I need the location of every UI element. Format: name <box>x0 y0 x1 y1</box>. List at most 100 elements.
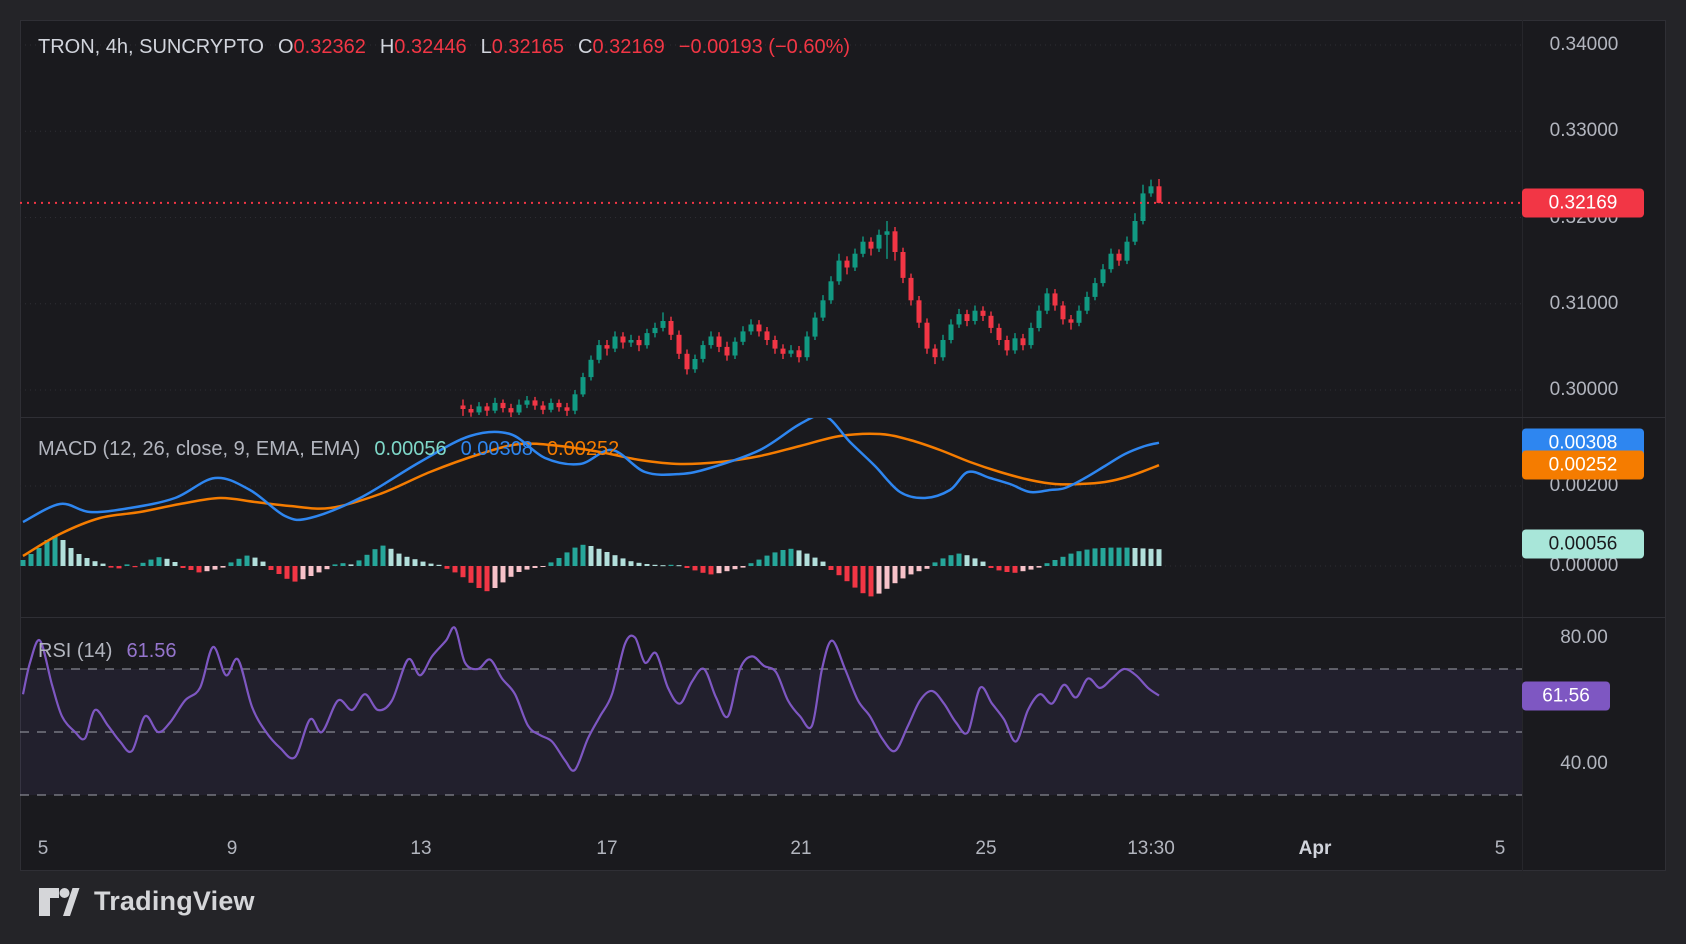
candle <box>1108 253 1114 270</box>
candle <box>548 402 554 410</box>
price-axis-label: 0.33000 <box>1549 120 1619 141</box>
candle <box>516 404 522 413</box>
macd-histogram-bar <box>348 564 354 566</box>
rsi-study-title: RSI (14) <box>38 640 113 662</box>
candle <box>940 340 946 358</box>
macd-histogram-bar <box>68 548 74 566</box>
macd-histogram-bar <box>948 555 954 566</box>
candle <box>724 346 730 356</box>
price-axis-label: 0.31000 <box>1549 293 1619 314</box>
macd-histogram-bar <box>1004 566 1010 572</box>
symbol-legend[interactable]: TRON, 4h, SUNCRYPTO O0.32362 H0.32446 L0… <box>38 36 850 59</box>
time-axis-label: 25 <box>975 838 997 859</box>
macd-signal-badge: 0.00252 <box>1522 450 1644 480</box>
ohlc-open: O0.32362 <box>277 36 366 58</box>
macd-histogram-bar <box>156 557 162 566</box>
candle <box>596 345 602 360</box>
macd-histogram-bar <box>588 546 594 566</box>
macd-histogram-bar <box>980 561 986 566</box>
macd-histogram-bar <box>860 566 866 594</box>
macd-histogram-bar <box>1076 551 1082 566</box>
candle <box>836 260 842 282</box>
macd-histogram-bar <box>956 553 962 566</box>
candle <box>788 350 794 354</box>
candle <box>532 400 538 406</box>
rsi-chart-canvas[interactable] <box>20 617 1522 800</box>
candle <box>796 350 802 358</box>
candle <box>740 331 746 342</box>
rsi-axis-label: 80.00 <box>1560 627 1608 648</box>
macd-histogram-bar <box>140 562 146 566</box>
candle <box>580 377 586 395</box>
macd-histogram-bar <box>748 563 754 566</box>
macd-histogram-bar <box>564 552 570 566</box>
macd-histogram-bar <box>1108 547 1114 566</box>
candle <box>708 336 714 346</box>
candle <box>756 324 762 332</box>
candle <box>628 340 634 343</box>
macd-chart-canvas[interactable] <box>20 417 1522 617</box>
candle <box>508 408 514 413</box>
macd-histogram-bar <box>644 564 650 566</box>
macd-axis-label: 0.00000 <box>1549 555 1619 576</box>
macd-line-value: 0.00308 <box>460 438 533 460</box>
macd-histogram-bar <box>916 566 922 572</box>
candle <box>1044 293 1050 311</box>
rsi-badge: 61.56 <box>1522 681 1610 711</box>
macd-histogram-bar <box>388 548 394 566</box>
candle <box>780 348 786 354</box>
macd-histogram-bar <box>708 566 714 575</box>
macd-histogram-bar <box>236 558 242 566</box>
candle <box>868 241 874 249</box>
candle <box>876 234 882 249</box>
candle <box>1036 310 1042 328</box>
candle <box>684 353 690 370</box>
macd-histogram-bar <box>412 559 418 566</box>
macd-histogram-bar <box>940 558 946 566</box>
macd-histogram-bar <box>196 566 202 573</box>
macd-hist-value: 0.00056 <box>374 438 447 460</box>
macd-histogram-bar <box>908 566 914 575</box>
tradingview-wordmark: TradingView <box>94 886 255 916</box>
macd-histogram-bar <box>1132 548 1138 566</box>
candle <box>1052 293 1058 306</box>
macd-histogram-bar <box>932 562 938 566</box>
macd-histogram-bar <box>756 559 762 566</box>
macd-histogram-bar <box>244 555 250 566</box>
macd-legend[interactable]: MACD (12, 26, close, 9, EMA, EMA) 0.0005… <box>38 438 619 461</box>
candle <box>620 336 626 343</box>
macd-rsi-separator <box>20 617 1666 618</box>
macd-histogram-bar <box>612 555 618 566</box>
macd-histogram-bar <box>556 558 562 566</box>
candle <box>860 241 866 254</box>
macd-histogram-bar <box>1148 548 1154 566</box>
candle <box>996 327 1002 340</box>
macd-histogram-bar <box>972 558 978 566</box>
rsi-legend[interactable]: RSI (14) 61.56 <box>38 640 177 663</box>
macd-histogram-bar <box>548 562 554 566</box>
candle <box>980 310 986 316</box>
macd-histogram-bar <box>492 566 498 588</box>
macd-histogram-bar <box>1012 566 1018 573</box>
macd-histogram-bar <box>828 566 834 570</box>
candle <box>1156 186 1162 203</box>
candle <box>812 317 818 337</box>
macd-histogram-bar <box>260 561 266 566</box>
candle <box>668 321 674 335</box>
macd-line <box>22 417 1160 524</box>
tradingview-logo[interactable]: TradingView <box>38 886 255 917</box>
price-axis-label: 0.34000 <box>1549 34 1619 55</box>
price-macd-separator <box>20 417 1666 418</box>
macd-histogram-bar <box>516 566 522 572</box>
macd-histogram-bar <box>604 552 610 566</box>
candle <box>644 333 650 346</box>
candle <box>772 340 778 349</box>
macd-histogram-bar <box>212 566 218 570</box>
macd-histogram-bar <box>540 566 546 567</box>
candle <box>1068 319 1074 323</box>
candle <box>1116 253 1122 261</box>
macd-histogram-bar <box>44 540 50 566</box>
macd-histogram-bar <box>1068 553 1074 566</box>
macd-histogram-bar <box>308 566 314 576</box>
price-chart-canvas[interactable] <box>20 20 1522 417</box>
